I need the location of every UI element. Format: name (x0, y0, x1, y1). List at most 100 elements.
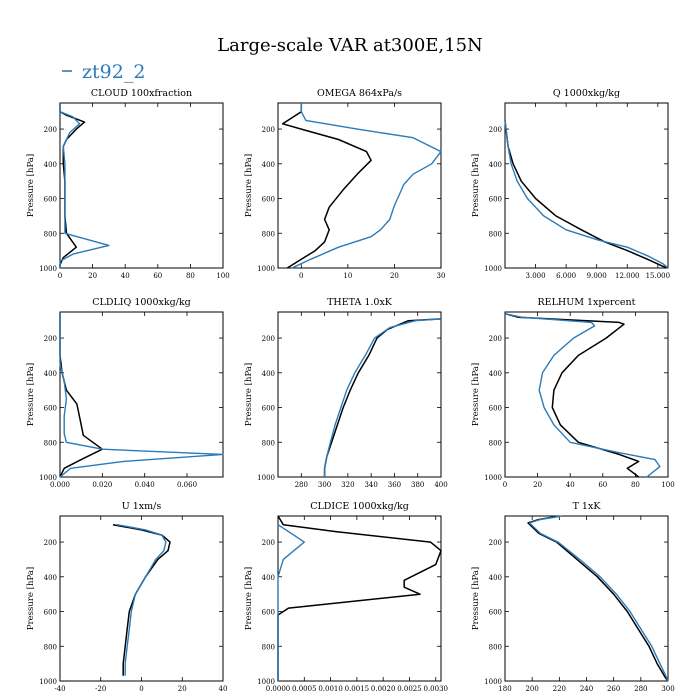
series-line-blue (291, 103, 442, 269)
y-axis-label: Pressure [hPa] (471, 154, 481, 217)
x-tick-label: 30 (437, 272, 446, 280)
y-tick-label: 1000 (484, 474, 502, 482)
panel-title: Q 1000xkg/kg (553, 88, 620, 99)
x-tick-label: 320 (341, 481, 354, 489)
series-line-black (504, 120, 669, 269)
series-line-blue (323, 318, 442, 477)
x-tick-label: 300 (661, 685, 674, 693)
plot-frame (59, 515, 224, 682)
x-tick-label: 100 (661, 481, 674, 489)
y-tick-label: 400 (44, 574, 57, 582)
x-tick-label: 15.000 (646, 272, 671, 280)
y-tick-label: 1000 (257, 265, 275, 273)
plot-frame (59, 102, 224, 269)
x-tick-label: 0 (58, 272, 62, 280)
panel-title: THETA 1.0xK (327, 297, 393, 308)
y-tick-label: 1000 (484, 265, 502, 273)
y-axis-label: Pressure [hPa] (244, 363, 254, 426)
plot-frame (277, 102, 442, 269)
y-tick-label: 800 (262, 230, 275, 238)
x-tick-label: 20 (390, 272, 399, 280)
y-tick-label: 600 (262, 405, 275, 413)
x-tick-label: 280 (634, 685, 647, 693)
y-axis-label: Pressure [hPa] (26, 363, 36, 426)
x-tick-label: 360 (388, 481, 401, 489)
series-line-blue (504, 313, 661, 478)
y-tick-label: 800 (489, 439, 502, 447)
panel-title: CLDLIQ 1000xkg/kg (92, 297, 190, 308)
series-line-blue (116, 524, 167, 676)
y-tick-label: 1000 (257, 474, 275, 482)
series-line-black (59, 103, 86, 268)
x-tick-label: 0.0015 (345, 685, 370, 693)
x-tick-label: 260 (607, 685, 620, 693)
y-tick-label: 600 (44, 609, 57, 617)
x-tick-label: 280 (295, 481, 308, 489)
x-tick-label: 10 (343, 272, 352, 280)
y-axis-label: Pressure [hPa] (26, 567, 36, 630)
y-tick-label: 800 (262, 439, 275, 447)
x-tick-label: 0.0030 (423, 685, 448, 693)
x-tick-label: 400 (434, 481, 447, 489)
panel-4: CLDLIQ 1000xkg/kg Pressure [hPa] 200 400 600… (26, 297, 224, 489)
y-axis-label: Pressure [hPa] (244, 567, 254, 630)
y-tick-label: 800 (489, 230, 502, 238)
y-tick-label: 800 (44, 643, 57, 651)
y-tick-label: 600 (489, 405, 502, 413)
x-tick-label: 0.0025 (397, 685, 422, 693)
x-tick-label: 20 (178, 685, 187, 693)
plot-frame (504, 102, 669, 269)
y-tick-label: 1000 (39, 265, 57, 273)
series-line-blue (59, 103, 110, 268)
x-tick-label: 0 (503, 481, 507, 489)
x-tick-label: 0.0020 (371, 685, 396, 693)
x-tick-label: 20 (533, 481, 542, 489)
y-tick-label: 400 (262, 574, 275, 582)
x-tick-label: 380 (411, 481, 424, 489)
series-line-black (112, 523, 171, 676)
x-tick-label: 6.000 (556, 272, 576, 280)
y-tick-label: 600 (44, 405, 57, 413)
x-tick-label: 40 (219, 685, 228, 693)
series-line-blue (59, 312, 224, 478)
y-tick-label: 1000 (484, 678, 502, 686)
series-line-blue (277, 524, 305, 681)
y-tick-label: 800 (44, 230, 57, 238)
panel-title: OMEGA 864xPa/s (317, 88, 402, 99)
y-tick-label: 200 (489, 539, 502, 547)
y-axis-label: Pressure [hPa] (471, 363, 481, 426)
y-axis-label: Pressure [hPa] (26, 154, 36, 217)
y-axis-label: Pressure [hPa] (471, 567, 481, 630)
figure-title: Large-scale VAR at300E,15N (217, 35, 483, 56)
x-tick-label: 100 (216, 272, 229, 280)
y-tick-label: 400 (262, 370, 275, 378)
x-tick-label: 0.0010 (318, 685, 343, 693)
panel-8: CLDICE 1000xkg/kg Pressure [hPa] 200 400 600… (244, 501, 448, 693)
series-line-black (504, 312, 640, 478)
y-tick-label: 400 (262, 161, 275, 169)
x-tick-label: 340 (364, 481, 377, 489)
plot-frame (59, 311, 224, 478)
x-tick-label: 300 (318, 481, 331, 489)
x-tick-label: 60 (598, 481, 607, 489)
x-tick-label: 0.0005 (292, 685, 317, 693)
x-tick-label: 40 (121, 272, 130, 280)
x-tick-label: 0.020 (92, 481, 112, 489)
y-tick-label: 400 (44, 370, 57, 378)
y-tick-label: 400 (489, 161, 502, 169)
x-tick-label: 3.000 (526, 272, 546, 280)
plot-frame (277, 311, 442, 478)
x-tick-label: 12.000 (615, 272, 640, 280)
y-tick-label: 200 (44, 539, 57, 547)
x-tick-label: 20 (88, 272, 97, 280)
y-tick-label: 200 (262, 126, 275, 134)
panel-5: THETA 1.0xK Pressure [hPa] 200 400 600 800 100… (244, 297, 448, 489)
y-tick-label: 200 (262, 335, 275, 343)
